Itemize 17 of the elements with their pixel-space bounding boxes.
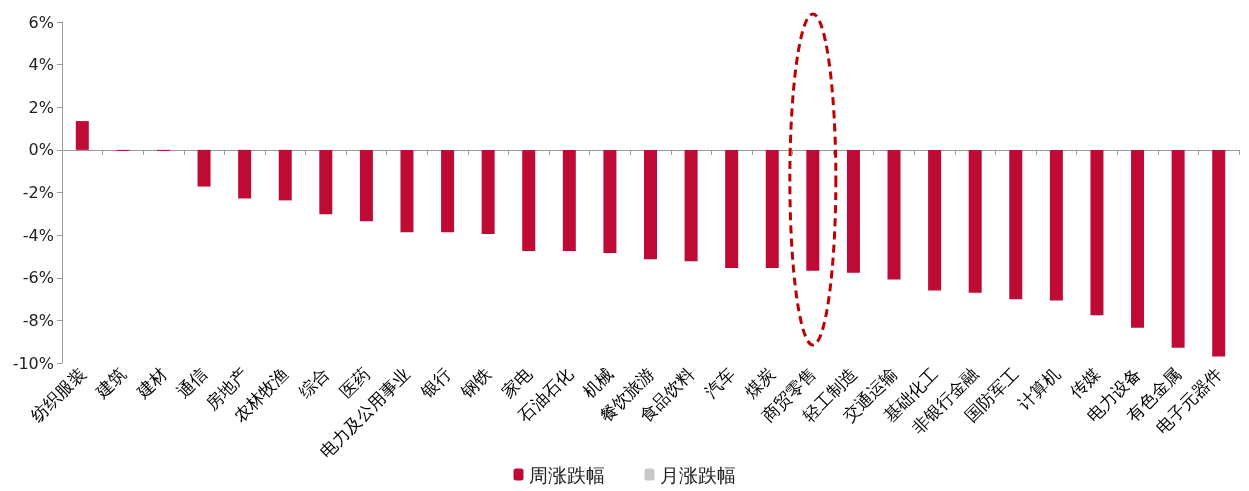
y-tick-label: -2% (22, 183, 54, 202)
legend-label: 周涨跌幅 (528, 463, 605, 486)
y-tick-label: -4% (22, 225, 54, 245)
y-tick-label: 0% (28, 140, 54, 160)
y-tick-label: -6% (22, 268, 54, 288)
y-tick-label: 2% (28, 97, 54, 117)
y-tick-label: 4% (28, 55, 54, 75)
legend-label: 月涨跌幅 (659, 463, 736, 486)
y-tick-label: -10% (12, 353, 54, 373)
x-tick-label: 建筑 (91, 363, 130, 403)
x-tick-label: 综合 (294, 363, 333, 403)
x-tick-label: 汽车 (700, 363, 739, 403)
y-tick-label: 6% (28, 12, 54, 32)
x-tick-label: 建材 (131, 363, 171, 403)
x-tick-label: 钢铁 (456, 363, 496, 403)
x-tick-label: 银行 (415, 363, 455, 403)
y-tick-label: -8% (22, 310, 54, 330)
